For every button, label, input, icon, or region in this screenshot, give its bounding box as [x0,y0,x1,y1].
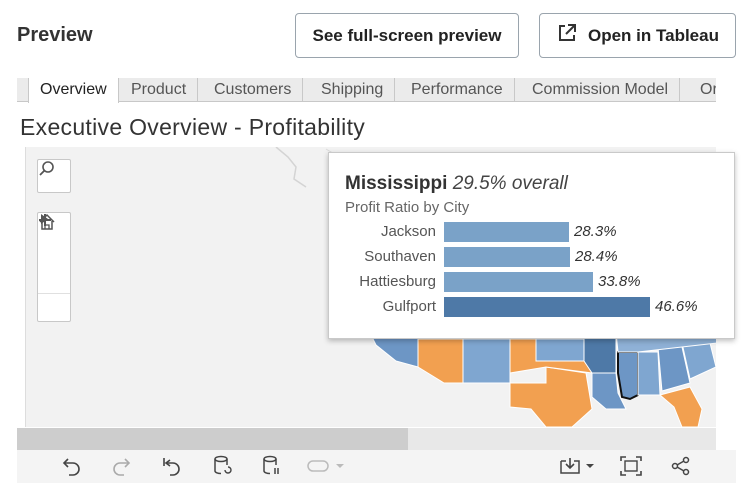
tooltip-value: 46.6% [655,298,698,315]
tab-commission-model[interactable]: Commission Model [521,78,681,102]
tab-overview[interactable]: Overview [28,78,119,103]
tab-orders[interactable]: Or [700,81,716,98]
tooltip-row: Southaven 28.4% [329,247,734,267]
map-zoom-controls [37,212,71,322]
redo-icon[interactable] [109,454,133,478]
external-link-icon [556,22,578,49]
play-icon[interactable] [38,214,70,321]
tooltip-bar [444,222,569,242]
fullscreen-preview-button[interactable]: See full-screen preview [295,13,519,58]
tooltip-value: 28.3% [574,223,617,240]
tab-customers[interactable]: Customers [203,78,304,102]
home-icon[interactable] [38,213,70,294]
dashboard-title: Executive Overview - Profitability [20,114,366,140]
tooltip-row: Jackson 28.3% [329,222,734,242]
tab-product[interactable]: Product [120,78,199,102]
tooltip-bar [444,297,650,317]
refresh-data-icon[interactable] [211,454,235,478]
undo-icon[interactable] [60,454,84,478]
tab-performance[interactable]: Performance [400,78,515,102]
pause-updates-icon[interactable] [260,454,284,478]
tooltip-row: Hattiesburg 33.8% [329,272,734,292]
tooltip-row: Gulfport 46.6% [329,297,734,317]
tooltip-bar [444,272,593,292]
tooltip-bar [444,247,570,267]
map-tooltip: Mississippi 29.5% overall Profit Ratio b… [328,152,735,339]
tooltip-state: Mississippi [345,173,448,194]
open-in-tableau-label: Open in Tableau [588,25,719,45]
tooltip-value: 28.4% [575,248,618,265]
download-icon[interactable] [557,454,597,478]
zoom-out-icon[interactable] [38,219,70,267]
dashboard-tabs: Overview Product Customers Shipping Perf… [17,78,716,103]
tooltip-city: Gulfport [382,298,436,315]
tooltip-city: Southaven [364,248,436,265]
tooltip-city: Hattiesburg [359,273,436,290]
tooltip-value: 33.8% [598,273,641,290]
viz-toolbar [17,450,736,483]
map-search-control[interactable] [37,159,71,193]
tooltip-city: Jackson [380,223,436,240]
fullscreen-preview-label: See full-screen preview [312,25,502,45]
tab-shipping[interactable]: Shipping [310,78,396,102]
scrollbar-thumb[interactable] [17,428,408,450]
toggle-icon[interactable] [305,454,351,478]
horizontal-scrollbar[interactable] [17,428,716,450]
share-icon[interactable] [669,454,693,478]
search-icon[interactable] [38,160,70,192]
tooltip-heading: Mississippi 29.5% overall [345,173,568,195]
revert-icon[interactable] [160,454,184,478]
tooltip-overall: 29.5% overall [452,173,568,194]
fullscreen-icon[interactable] [619,454,643,478]
tooltip-subtitle: Profit Ratio by City [345,199,470,216]
page-title: Preview [17,24,93,46]
open-in-tableau-button[interactable]: Open in Tableau [539,13,736,58]
